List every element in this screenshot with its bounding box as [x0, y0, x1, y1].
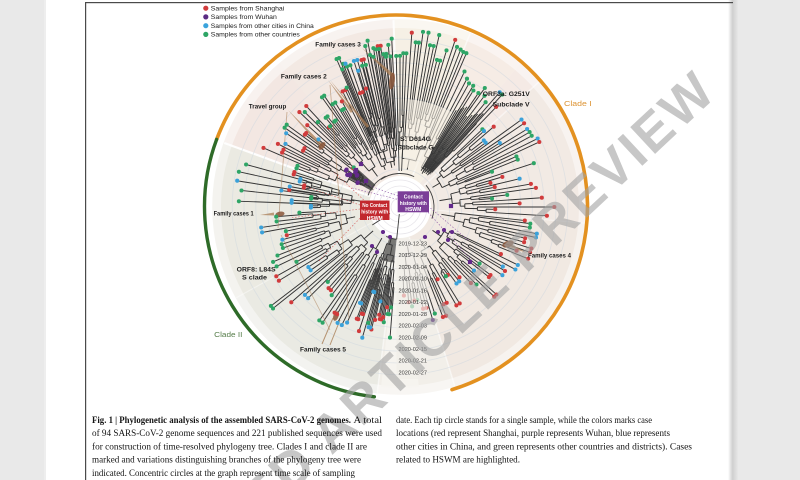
- svg-text:history with: history with: [361, 209, 388, 215]
- svg-text:Samples from Shanghai: Samples from Shanghai: [211, 6, 285, 13]
- svg-text:Subclade V: Subclade V: [493, 102, 531, 109]
- svg-text:indicated. Concentric circles: indicated. Concentric circles at the gra…: [92, 468, 355, 479]
- svg-text:other cities in China, and gre: other cities in China, and green represe…: [396, 441, 692, 452]
- svg-text:No Contact: No Contact: [362, 203, 387, 209]
- svg-text:2020-01-28: 2020-01-28: [399, 312, 428, 318]
- svg-text:Clade II: Clade II: [214, 330, 242, 339]
- svg-text:ORF8: L84S: ORF8: L84S: [237, 267, 277, 274]
- svg-text:2020-02-21: 2020-02-21: [399, 359, 428, 365]
- svg-text:Family cases 2: Family cases 2: [281, 74, 327, 81]
- svg-text:date. Each tip circle stands f: date. Each tip circle stands for a singl…: [396, 415, 652, 426]
- svg-text:HSWM: HSWM: [405, 207, 421, 213]
- svg-text:Samples from other cities in C: Samples from other cities in China: [211, 23, 314, 30]
- svg-text:marked and variations distingu: marked and variations distinguishing bra…: [92, 455, 361, 466]
- svg-text:S clade: S clade: [242, 275, 267, 282]
- svg-text:S: D614G: S: D614G: [400, 136, 431, 143]
- svg-text:Family cases 4: Family cases 4: [528, 253, 571, 260]
- svg-text:Samples from other countries: Samples from other countries: [211, 32, 301, 39]
- svg-text:Samples from Wuhan: Samples from Wuhan: [211, 14, 277, 21]
- svg-text:of 94 SARS-CoV-2 genome sequen: of 94 SARS-CoV-2 genome sequences and 22…: [92, 428, 382, 439]
- svg-text:2019-12-23: 2019-12-23: [399, 242, 428, 248]
- svg-text:Family cases 5: Family cases 5: [300, 347, 346, 354]
- svg-text:Family cases 1: Family cases 1: [214, 211, 254, 218]
- svg-text:2020-02-03: 2020-02-03: [399, 324, 428, 330]
- svg-text:2020-01-10: 2020-01-10: [399, 277, 428, 283]
- svg-text:2020-02-15: 2020-02-15: [399, 347, 428, 353]
- svg-text:HSWM: HSWM: [367, 216, 383, 222]
- svg-text:2019-12-29: 2019-12-29: [399, 253, 428, 259]
- svg-text:Contact: Contact: [404, 194, 423, 200]
- svg-text:A total: A total: [354, 416, 383, 426]
- svg-text:Clade I: Clade I: [564, 99, 592, 108]
- svg-text:2020-02-27: 2020-02-27: [399, 370, 428, 376]
- svg-text:history with: history with: [400, 201, 427, 207]
- svg-text:for construction of time-resol: for construction of time-resolved phylog…: [92, 441, 367, 452]
- svg-text:2020-01-04: 2020-01-04: [399, 265, 428, 271]
- svg-text:Fig. 1 | Phylogenetic analysis: Fig. 1 | Phylogenetic analysis of the as…: [92, 416, 351, 426]
- svg-text:2020-02-09: 2020-02-09: [399, 335, 428, 341]
- svg-text:Travel group: Travel group: [249, 104, 286, 111]
- svg-text:related to HSWM are highlighte: related to HSWM are highlighted.: [396, 456, 520, 466]
- svg-text:2020-01-22: 2020-01-22: [399, 300, 428, 306]
- svg-text:ORF3a: G251V: ORF3a: G251V: [483, 91, 531, 98]
- svg-text:2020-01-16: 2020-01-16: [399, 288, 428, 294]
- svg-text:Family cases 3: Family cases 3: [315, 42, 361, 49]
- svg-text:Subclade G: Subclade G: [398, 145, 434, 152]
- svg-text:locations (red represent Shang: locations (red represent Shanghai, purpl…: [396, 428, 670, 439]
